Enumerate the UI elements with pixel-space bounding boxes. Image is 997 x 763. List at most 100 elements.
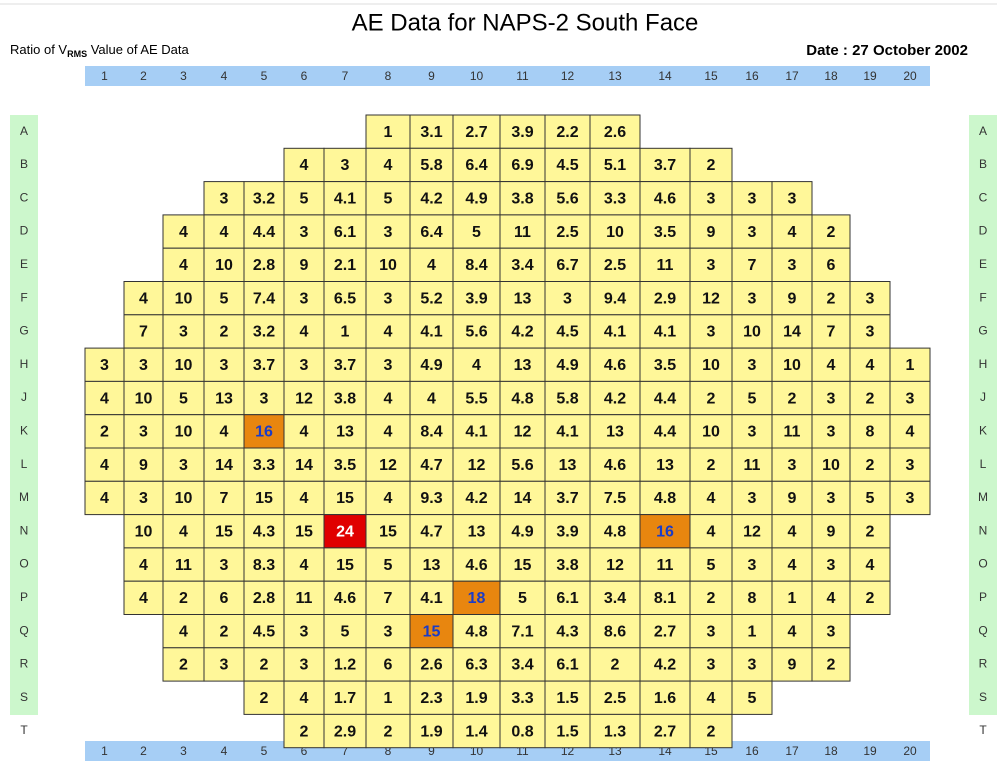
cell [283,281,325,316]
cell [243,680,285,715]
cell [123,314,164,349]
cell-value: 3.9 [556,523,578,540]
cell [499,214,546,249]
cell-value: 5.1 [604,157,626,174]
cell-value: 3 [220,190,229,207]
cell-value: 14 [514,490,532,507]
cell-value: 4.6 [465,557,487,574]
cell [811,614,851,649]
cell-value: 3.3 [604,190,626,207]
cell-value: 11 [657,257,674,274]
cell-value: 3 [384,290,393,307]
row-label: D [979,224,988,238]
cell [639,380,691,416]
cell-value: 10 [702,424,720,441]
cell [452,447,501,482]
column-label: 15 [704,69,718,83]
column-label: 19 [863,69,877,83]
cell [283,514,325,549]
cell [243,347,285,382]
cell-value: 9 [300,257,309,274]
cell [811,580,851,616]
cell-value: 2 [707,590,716,607]
cell [243,580,285,616]
cell [499,447,546,482]
cell-value: 13 [514,357,532,374]
column-label: 3 [180,69,187,83]
cell-value: 4 [427,257,436,274]
cell-value: 11 [744,457,761,474]
cell-value: 4.4 [654,424,676,441]
column-label: 1 [101,744,108,758]
cell-value: 2 [179,590,188,607]
cell [639,547,691,582]
cell-value: 2.5 [604,257,626,274]
cell-value: 1.3 [604,723,626,740]
cell [639,247,691,282]
cell [323,514,367,549]
cell [889,380,931,416]
cell [203,514,245,549]
cell [849,447,891,482]
cell [409,713,454,749]
cell-value: 8 [866,424,875,441]
cell [162,580,205,616]
column-label: 3 [180,744,187,758]
cell-value: 12 [514,424,532,441]
row-label: P [20,590,28,604]
cell-value: 4 [707,690,716,707]
row-label: N [979,523,988,537]
cell [283,680,325,715]
cell-value: 5 [341,623,350,640]
cell [499,380,546,416]
cell [544,680,591,715]
cell-value: 4 [179,523,188,540]
cell [365,480,411,516]
cell [499,614,546,649]
cell-value: 3 [748,657,757,674]
cell-value: 3 [748,224,757,241]
cell-value: 9 [827,523,836,540]
cell-value: 4 [384,490,393,507]
cell-value: 3.4 [604,590,626,607]
cell-value: 7.1 [511,623,533,640]
cell-value: 4.5 [253,623,275,640]
cell [409,247,454,282]
cell-value: 2 [866,457,875,474]
cell-value: 4 [220,424,229,441]
cell-value: 4.2 [420,190,442,207]
cell [162,447,205,482]
cell [771,514,813,549]
cell-value: 10 [175,424,193,441]
cell-value: 15 [379,523,397,540]
row-label: M [978,490,988,504]
subtitle-text: Value of AE Data [87,42,189,57]
column-label: 6 [301,69,308,83]
cell-value: 3.3 [511,690,533,707]
cell-value: 15 [423,623,441,640]
cell-value: 24 [336,523,354,540]
cell-value: 2 [827,290,836,307]
cell-value: 14 [215,457,233,474]
column-label: 10 [470,69,484,83]
cell [589,281,641,316]
cell-value: 2 [866,523,875,540]
cell-value: 3 [748,290,757,307]
cell-value: 4 [100,457,109,474]
cell-value: 13 [336,424,354,441]
cell-value: 10 [135,390,153,407]
cell [544,380,591,416]
cell-value: 12 [606,557,624,574]
cell-value: 5 [866,490,875,507]
cell-value: 5 [384,557,393,574]
title: AE Data for NAPS-2 South Face [352,9,699,36]
cell [243,247,285,282]
cell [323,547,367,582]
cell-value: 4 [300,324,309,341]
cell-value: 5.6 [556,190,578,207]
row-label: T [20,723,28,737]
cell-value: 3 [906,390,915,407]
cell-value: 10 [135,523,153,540]
cell [689,347,733,382]
cell-value: 7 [827,324,836,341]
